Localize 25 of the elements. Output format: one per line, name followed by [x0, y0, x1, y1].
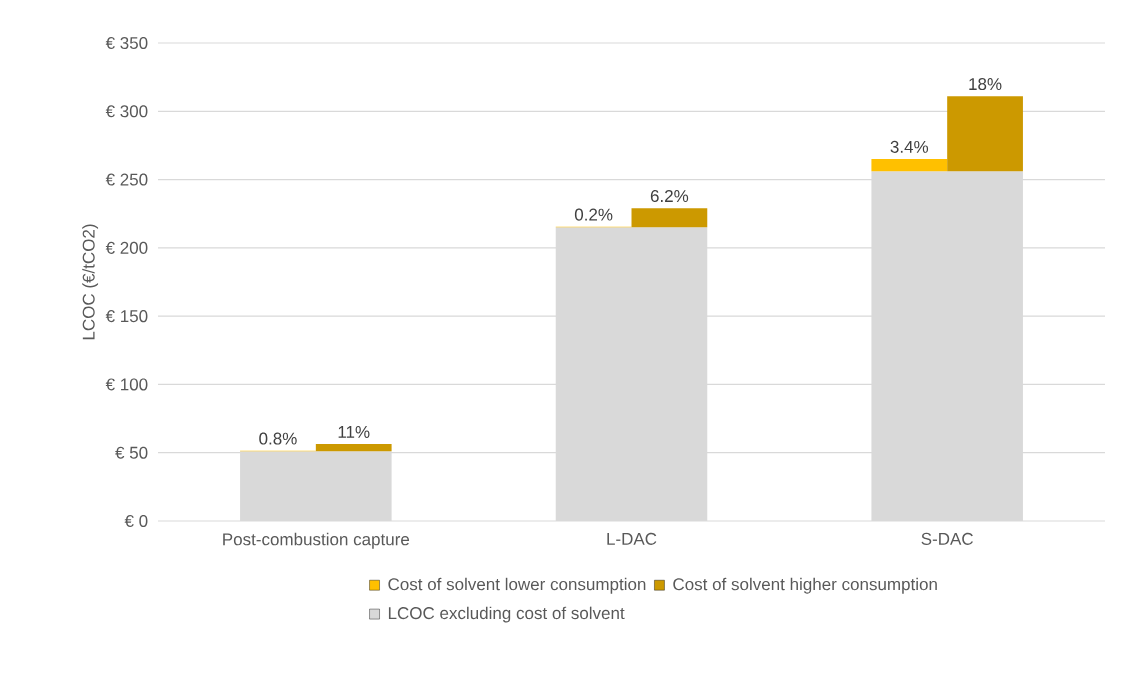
y-tick-label: € 200	[105, 241, 148, 254]
y-tick-label: € 100	[105, 378, 148, 391]
annotation: 0.2%	[574, 208, 613, 221]
y-tick-label: € 0	[124, 514, 148, 528]
y-tick-label: € 350	[105, 36, 148, 50]
x-tick-label: L-DAC	[607, 532, 657, 545]
legend-label: LCOC excluding cost of solvent	[388, 606, 625, 623]
y-tick-label: € 250	[105, 173, 148, 186]
y-tick-label: € 300	[105, 105, 148, 118]
annotation: 11%	[338, 426, 370, 438]
x-tick-label: Post-combustion capture	[223, 532, 410, 549]
annotation: 0.8%	[259, 432, 297, 445]
x-tick-label: S-DAC	[921, 532, 973, 545]
legend-label: Cost of solvent higher consumption	[673, 577, 937, 594]
bar	[315, 444, 392, 452]
bar	[631, 208, 708, 228]
bar	[871, 159, 948, 172]
annotation: 18%	[969, 78, 1002, 91]
annotation: 3.4%	[890, 140, 929, 153]
y-tick-label: € 150	[105, 310, 148, 323]
y-axis-title: LCOC (€/tCO2)	[82, 224, 99, 340]
annotation: 6.2%	[650, 190, 689, 203]
legend-label: Cost of solvent lower consumption	[388, 577, 646, 594]
bar	[947, 96, 1023, 172]
y-tick-label: € 50	[115, 446, 148, 459]
